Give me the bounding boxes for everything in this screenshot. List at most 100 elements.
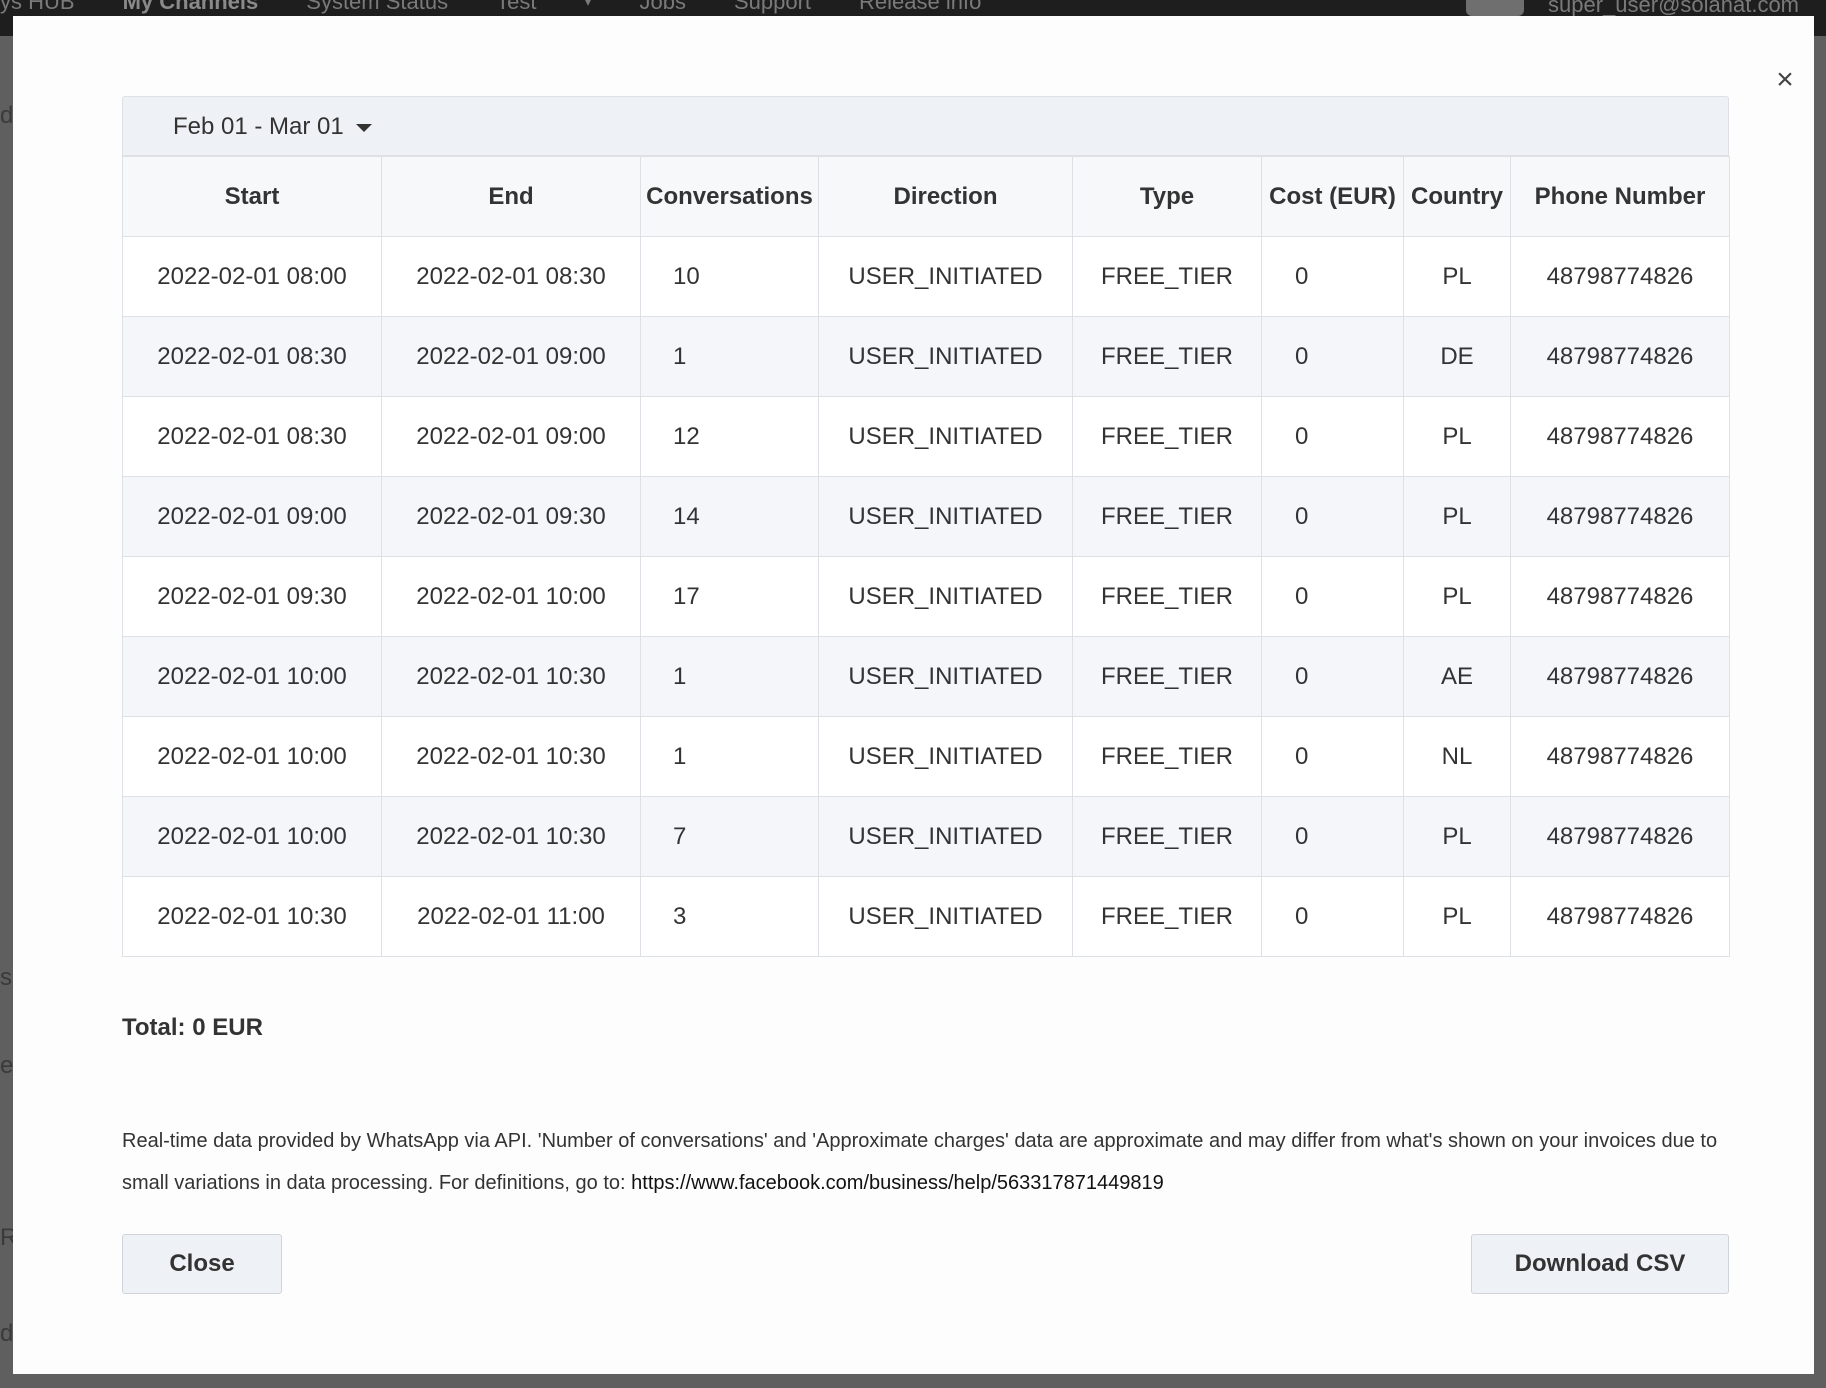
cell-direction: USER_INITIATED [818,476,1073,557]
bg-side-letter: s [0,966,12,990]
cell-end: 2022-02-01 10:30 [381,796,641,877]
cell-phone-number: 48798774826 [1510,636,1730,717]
cell-cost: 0 [1261,396,1404,477]
cell-type: FREE_TIER [1072,556,1262,637]
cell-direction: USER_INITIATED [818,316,1073,397]
bg-nav-brand: ys HUB [0,0,75,14]
table-row: 2022-02-01 10:00 2022-02-01 10:30 1 USER… [122,636,1730,717]
cell-country: PL [1403,236,1511,317]
table-header-row: Start End Conversations Direction Type C… [122,156,1730,237]
cell-conversations: 1 [640,636,819,717]
cell-start: 2022-02-01 10:30 [122,876,382,957]
close-button[interactable]: Close [122,1234,282,1294]
cell-cost: 0 [1261,876,1404,957]
cell-end: 2022-02-01 10:00 [381,556,641,637]
cell-conversations: 1 [640,316,819,397]
table-row: 2022-02-01 08:30 2022-02-01 09:00 12 USE… [122,396,1730,477]
cell-end: 2022-02-01 09:30 [381,476,641,557]
cell-conversations: 14 [640,476,819,557]
cell-direction: USER_INITIATED [818,796,1073,877]
date-range-label: Feb 01 - Mar 01 [173,113,344,140]
cell-end: 2022-02-01 11:00 [381,876,641,957]
cell-direction: USER_INITIATED [818,396,1073,477]
cell-country: PL [1403,476,1511,557]
cell-phone-number: 48798774826 [1510,236,1730,317]
cell-type: FREE_TIER [1072,876,1262,957]
table-row: 2022-02-01 10:00 2022-02-01 10:30 1 USER… [122,716,1730,797]
total-cost: Total: 0 EUR [122,1014,263,1041]
cell-cost: 0 [1261,316,1404,397]
cell-type: FREE_TIER [1072,796,1262,877]
cell-cost: 0 [1261,476,1404,557]
cell-country: DE [1403,316,1511,397]
cell-end: 2022-02-01 10:30 [381,636,641,717]
cell-start: 2022-02-01 10:00 [122,716,382,797]
cell-country: PL [1403,556,1511,637]
bg-user-email: super_user@solanat.com [1548,0,1800,16]
table-row: 2022-02-01 09:00 2022-02-01 09:30 14 USE… [122,476,1730,557]
caret-down-icon [355,124,372,132]
cell-cost: 0 [1261,796,1404,877]
bg-nav-support: Support [733,0,812,14]
date-range-bar: Feb 01 - Mar 01 [122,96,1729,156]
cell-conversations: 7 [640,796,819,877]
cell-type: FREE_TIER [1072,316,1262,397]
cell-start: 2022-02-01 08:30 [122,396,382,477]
cell-phone-number: 48798774826 [1510,556,1730,637]
bg-side-letter: R [0,1226,14,1250]
cell-cost: 0 [1261,236,1404,317]
conversations-table: Start End Conversations Direction Type C… [122,156,1730,957]
cell-type: FREE_TIER [1072,716,1262,797]
cell-country: AE [1403,636,1511,717]
bg-nav-system-status: System Status [306,0,449,14]
definitions-link[interactable]: https://www.facebook.com/business/help/5… [631,1172,1164,1194]
bg-nav-release-info: Release info [859,0,982,14]
cell-start: 2022-02-01 08:30 [122,316,382,397]
column-header-start: Start [122,156,382,237]
cell-type: FREE_TIER [1072,396,1262,477]
cell-phone-number: 48798774826 [1510,796,1730,877]
column-header-cost: Cost (EUR) [1261,156,1404,237]
cell-end: 2022-02-01 09:00 [381,396,641,477]
cell-conversations: 3 [640,876,819,957]
cell-country: PL [1403,796,1511,877]
background-nav-items: ys HUB My Channels System Status Test ▾ … [0,0,981,16]
cell-conversations: 17 [640,556,819,637]
cell-type: FREE_TIER [1072,476,1262,557]
bg-side-letter: d [0,1322,14,1346]
cell-direction: USER_INITIATED [818,876,1073,957]
column-header-country: Country [1403,156,1511,237]
cell-start: 2022-02-01 09:30 [122,556,382,637]
cell-direction: USER_INITIATED [818,236,1073,317]
avatar [1466,0,1524,16]
bg-nav-jobs: Jobs [639,0,686,14]
table-row: 2022-02-01 10:30 2022-02-01 11:00 3 USER… [122,876,1730,957]
conversations-modal: × Feb 01 - Mar 01 Start End Conversation… [13,16,1814,1374]
cell-end: 2022-02-01 09:00 [381,316,641,397]
close-icon[interactable]: × [1776,63,1794,96]
date-range-dropdown[interactable]: Feb 01 - Mar 01 [173,97,372,157]
table-row: 2022-02-01 08:00 2022-02-01 08:30 10 USE… [122,236,1730,317]
cell-conversations: 12 [640,396,819,477]
download-csv-button[interactable]: Download CSV [1471,1234,1729,1294]
cell-type: FREE_TIER [1072,636,1262,717]
cell-conversations: 10 [640,236,819,317]
column-header-conversations: Conversations [640,156,819,237]
table-row: 2022-02-01 09:30 2022-02-01 10:00 17 USE… [122,556,1730,637]
column-header-direction: Direction [818,156,1073,237]
cell-cost: 0 [1261,716,1404,797]
table-row: 2022-02-01 08:30 2022-02-01 09:00 1 USER… [122,316,1730,397]
cell-start: 2022-02-01 08:00 [122,236,382,317]
cell-type: FREE_TIER [1072,236,1262,317]
bg-side-letter: d [0,104,14,128]
cell-direction: USER_INITIATED [818,636,1073,717]
cell-cost: 0 [1261,636,1404,717]
cell-start: 2022-02-01 10:00 [122,636,382,717]
cell-country: PL [1403,396,1511,477]
cell-phone-number: 48798774826 [1510,396,1730,477]
cell-country: PL [1403,876,1511,957]
bg-side-letter: e [0,1054,14,1078]
cell-direction: USER_INITIATED [818,716,1073,797]
bg-nav-my-channels: My Channels [122,0,259,14]
cell-start: 2022-02-01 09:00 [122,476,382,557]
